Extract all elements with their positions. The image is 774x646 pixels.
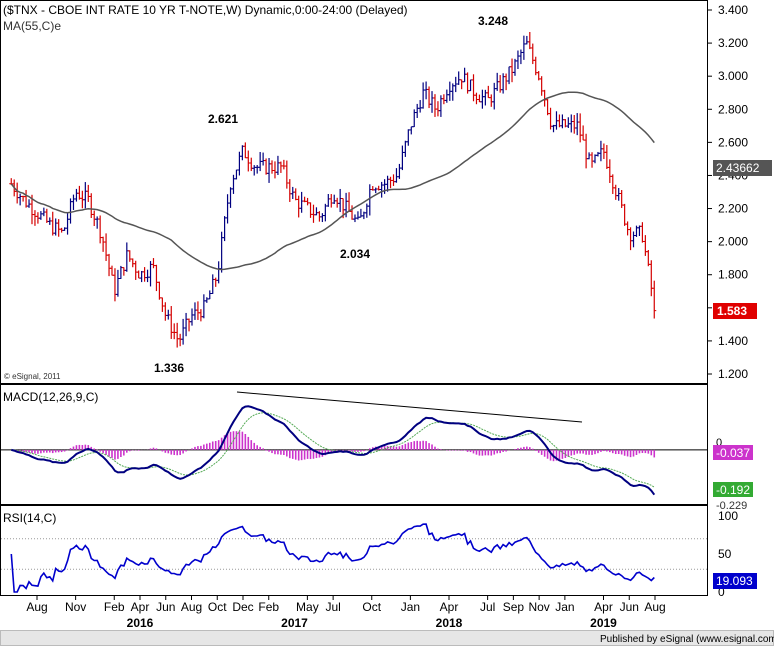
price-axis-tick-label: 2.000 [718,235,748,249]
x-axis-month-label: Nov [65,600,86,614]
x-axis-month-label: Aug [644,600,665,614]
rsi-axis-tick-label: 0 [718,585,725,599]
x-axis-month-label: Sep [503,600,525,614]
x-axis-month-label: Aug [26,600,47,614]
price-axis-tick-label: 2.600 [718,135,748,149]
rsi-line [10,523,655,593]
x-axis-month-label: Jun [156,600,175,614]
price-last-value: 1.583 [717,304,747,318]
ma-label: MA(55,C)e [3,19,61,33]
macd-signal-value: -0.192 [716,483,750,497]
x-axis-month-label: Aug [181,600,202,614]
annotation-3248: 3.248 [478,14,508,28]
copyright-note: © eSignal, 2011 [4,372,61,381]
price-axis-tick-label: 1.400 [718,334,748,348]
price-axis-tick-label: 3.400 [718,3,748,17]
macd-line-value: -0.229 [716,500,747,512]
price-axis-tick-label: 2.800 [718,102,748,116]
rsi-last-badge [713,573,757,589]
macd-signal-line [11,412,655,488]
macd-zero-label: 0 [716,437,722,449]
ma-last-value: 2.43662 [716,161,760,175]
x-axis-month-label: May [296,600,319,614]
rsi-label: RSI(14,C) [3,511,56,525]
x-axis-month-label: Oct [362,600,381,614]
macd-trendline [236,391,583,423]
rsi-last-value: 19.093 [716,574,753,588]
x-axis-month-label: Nov [528,600,549,614]
x-axis-month-label: Oct [208,600,227,614]
x-axis-month-label: Feb [104,600,125,614]
x-axis-year-label: 2016 [127,616,154,630]
macd-signal-badge [713,482,753,497]
annotation-2621: 2.621 [208,112,238,126]
x-axis-month-label: Jun [620,600,639,614]
footer-text: Published by eSignal (www.esignal.com) [600,634,774,645]
ma-line [10,91,655,271]
macd-panel-frame [0,384,708,505]
x-axis-month-label: Apr [440,600,459,614]
rsi-axis-tick-label: 100 [718,509,738,523]
x-axis-month-label: Jul [325,600,340,614]
price-title: ($TNX - CBOE INT RATE 10 YR T-NOTE,W) Dy… [3,3,408,17]
x-axis-month-label: Jan [555,600,574,614]
macd-hist-badge [713,445,753,460]
x-axis-year-label: 2017 [281,616,308,630]
x-axis-month-label: Dec [232,600,253,614]
price-axis-tick-label: 3.200 [718,36,748,50]
price-axis-tick-label: 2.200 [718,202,748,216]
ma-last-badge [713,160,772,176]
x-axis-month-label: Apr [131,600,150,614]
annotation-1336: 1.336 [154,361,184,375]
x-axis-month-label: Jan [401,600,420,614]
price-axis-tick-label: 1.800 [718,268,748,282]
price-axis-tick-label: 1.200 [718,367,748,381]
macd-label: MACD(12,26,9,C) [3,390,98,404]
price-last-badge [713,303,757,319]
rsi-panel-frame [0,505,708,596]
price-bar [652,280,657,319]
x-axis-year-label: 2019 [590,616,617,630]
price-panel-frame [0,0,708,384]
rsi-axis-tick-label: 50 [718,547,732,561]
x-axis-month-label: Apr [594,600,613,614]
x-axis-month-label: Feb [258,600,279,614]
macd-hist-value: -0.037 [716,446,750,460]
x-axis-month-label: Jul [480,600,495,614]
annotation-2034: 2.034 [340,247,370,261]
x-axis-year-label: 2018 [436,616,463,630]
macd-line [11,405,656,496]
price-axis-tick-label: 3.000 [718,69,748,83]
